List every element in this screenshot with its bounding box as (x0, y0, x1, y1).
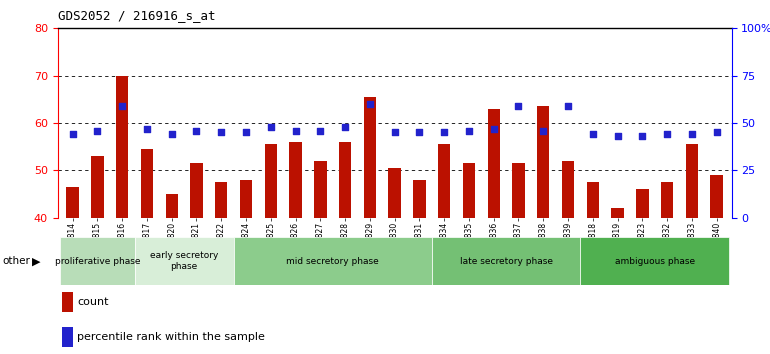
Bar (116, 76, 129, 218)
Bar (135, 237, 233, 285)
Text: percentile rank within the sample: percentile rank within the sample (77, 332, 265, 342)
Point (116, 103, 129, 109)
Text: ambiguous phase: ambiguous phase (614, 257, 695, 266)
Bar (512, 163, 524, 218)
Point (141, 126, 153, 132)
Bar (537, 107, 550, 218)
Bar (239, 180, 253, 218)
Point (190, 128, 203, 133)
Point (537, 128, 550, 133)
Text: other: other (2, 256, 30, 266)
Bar (190, 163, 203, 218)
Point (611, 133, 624, 139)
Point (438, 130, 450, 135)
Text: ▶: ▶ (32, 256, 41, 266)
Point (239, 130, 252, 135)
Bar (233, 237, 432, 285)
Bar (290, 142, 302, 218)
Text: early secretory
phase: early secretory phase (150, 251, 218, 271)
Bar (636, 189, 648, 218)
Bar (388, 168, 401, 218)
Point (487, 126, 500, 132)
Bar (413, 180, 426, 218)
Bar (432, 237, 581, 285)
Bar (166, 194, 178, 218)
Bar (661, 182, 673, 218)
Point (512, 103, 524, 109)
Bar (66, 187, 79, 218)
Bar (314, 161, 326, 218)
Bar (685, 144, 698, 218)
Point (661, 132, 673, 137)
Text: mid secretory phase: mid secretory phase (286, 257, 379, 266)
Point (363, 101, 376, 107)
Point (413, 130, 426, 135)
Point (66, 132, 79, 137)
Bar (587, 182, 599, 218)
Point (339, 124, 351, 130)
Text: count: count (77, 297, 109, 307)
Bar (711, 175, 723, 218)
Point (91, 128, 103, 133)
Bar (339, 142, 351, 218)
Point (166, 132, 178, 137)
Bar (363, 97, 376, 218)
Point (562, 103, 574, 109)
Bar (562, 161, 574, 218)
Point (290, 128, 302, 133)
Bar (487, 109, 500, 218)
Point (587, 132, 599, 137)
Point (686, 132, 698, 137)
Bar (141, 149, 153, 218)
Bar (60, 237, 135, 285)
Point (388, 130, 400, 135)
Bar (611, 208, 624, 218)
Text: late secretory phase: late secretory phase (460, 257, 553, 266)
Point (463, 128, 475, 133)
Bar (438, 144, 450, 218)
Text: proliferative phase: proliferative phase (55, 257, 140, 266)
Point (215, 130, 227, 135)
Point (711, 130, 723, 135)
Bar (581, 237, 729, 285)
Point (265, 124, 277, 130)
Bar (215, 182, 227, 218)
Point (636, 133, 648, 139)
Bar (463, 163, 475, 218)
Bar (265, 144, 277, 218)
Bar (91, 156, 104, 218)
Point (314, 128, 326, 133)
Text: GDS2052 / 216916_s_at: GDS2052 / 216916_s_at (58, 9, 216, 22)
